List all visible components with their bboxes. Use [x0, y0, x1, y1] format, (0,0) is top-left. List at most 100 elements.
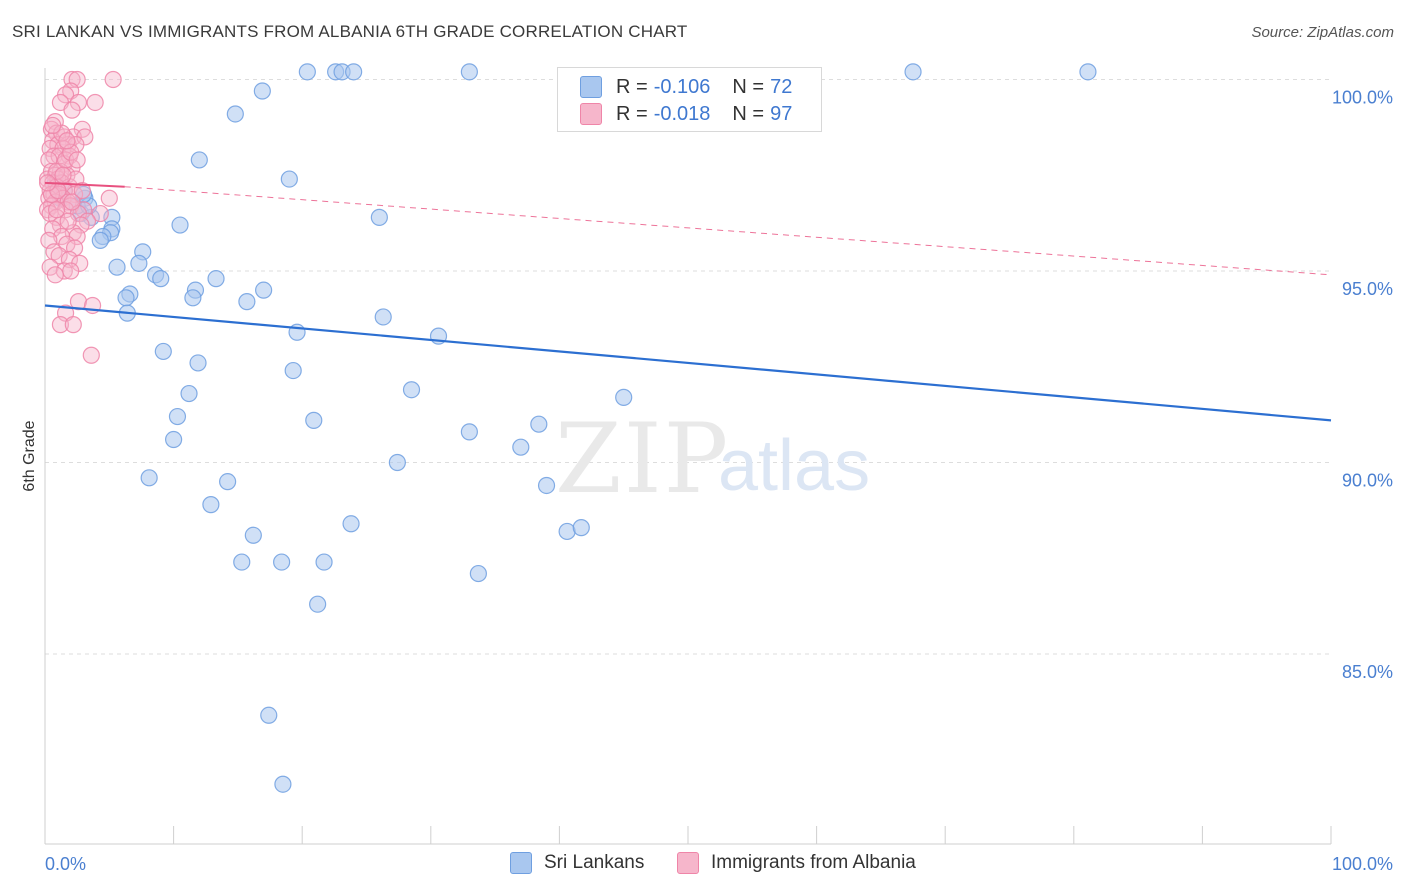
x-tick-label: 0.0% [45, 854, 86, 874]
watermark-atlas: atlas [718, 426, 870, 506]
point-sri-lankan [374, 308, 392, 326]
legend-swatch-blue [580, 76, 602, 98]
point-sri-lankan [180, 384, 198, 403]
point-albania [82, 346, 100, 364]
point-sri-lankan [108, 258, 126, 276]
legend-n-label: N = [732, 102, 765, 125]
point-sri-lankan [342, 515, 360, 533]
legend-n-value: 72 [770, 75, 793, 98]
point-albania [91, 204, 109, 223]
point-albania [47, 201, 66, 219]
point-sri-lankan [168, 407, 187, 426]
point-sri-lankan [512, 438, 530, 456]
point-sri-lankan [572, 519, 590, 537]
point-albania [69, 293, 88, 311]
watermark: ZIP atlas [555, 403, 870, 515]
point-albania [59, 212, 77, 230]
point-sri-lankan [345, 63, 363, 81]
point-albania [73, 181, 91, 200]
point-sri-lankan [184, 289, 202, 307]
point-albania [58, 132, 76, 150]
point-sri-lankan [388, 453, 406, 472]
point-sri-lankan [280, 170, 298, 188]
series-swatch-pink [677, 852, 699, 874]
point-sri-lankan [460, 423, 478, 441]
point-albania [50, 247, 68, 265]
source-label: Source: ZipAtlas.com [1251, 24, 1394, 41]
y-axis-label: 6th Grade [21, 420, 38, 491]
series-swatch-blue [510, 852, 532, 874]
legend-n-label: N = [732, 75, 765, 98]
x-tick-label: 100.0% [1332, 854, 1393, 874]
series-legend-albania[interactable]: Immigrants from Albania [677, 852, 916, 874]
point-albania [51, 316, 70, 334]
point-sri-lankan [219, 473, 237, 491]
y-tick-label: 100.0% [1332, 88, 1393, 108]
label-layer: 100.0% 95.0% 90.0% 85.0% 0.0% 100.0% 6th Grade [21, 88, 1393, 875]
series-legend: Sri Lankans Immigrants from Albania [0, 852, 1406, 878]
trend-line-sri-lankans [44, 304, 1332, 422]
point-sri-lankan [260, 706, 278, 724]
point-sri-lankan [1079, 63, 1097, 81]
point-sri-lankan [284, 361, 302, 380]
legend-swatch-pink [580, 103, 602, 125]
point-sri-lankan [537, 476, 556, 495]
chart-title: SRI LANKAN VS IMMIGRANTS FROM ALBANIA 6T… [12, 22, 688, 41]
trend-line-albania-solid [44, 181, 125, 188]
point-sri-lankan [202, 496, 220, 514]
point-sri-lankan [233, 553, 251, 571]
point-sri-lankan [309, 595, 327, 613]
watermark-zip: ZIP [555, 403, 730, 515]
point-sri-lankan [530, 415, 548, 433]
point-albania [64, 316, 82, 334]
point-sri-lankan [226, 105, 244, 123]
legend-r-value: -0.018 [653, 102, 711, 125]
point-sri-lankan [154, 342, 172, 361]
point-albania [46, 266, 64, 284]
y-tick-label: 95.0% [1342, 279, 1393, 299]
point-sri-lankan [189, 354, 207, 372]
point-sri-lankan [152, 270, 170, 288]
legend-r-label: R = [616, 75, 648, 98]
point-albania [55, 262, 73, 280]
legend-row-sri-lankans: R = -0.106 N = 72 [580, 75, 792, 99]
point-sri-lankan [130, 254, 148, 272]
point-sri-lankan [244, 526, 262, 544]
series-legend-label: Immigrants from Albania [711, 852, 916, 873]
point-sri-lankan [370, 208, 388, 226]
point-sri-lankan [273, 553, 291, 571]
point-sri-lankan [298, 63, 316, 81]
series-legend-sri-lankans[interactable]: Sri Lankans [510, 852, 644, 874]
point-sri-lankan [469, 564, 487, 583]
y-tick-label: 85.0% [1342, 662, 1393, 682]
correlation-legend: R = -0.106 N = 72 R = -0.018 N = 97 [557, 67, 822, 132]
point-sri-lankan [460, 63, 478, 81]
point-sri-lankan [117, 289, 135, 307]
point-sri-lankan [165, 430, 183, 449]
points-layer [38, 63, 1097, 793]
point-sri-lankan [207, 270, 225, 288]
point-sri-lankan [315, 553, 333, 571]
point-albania [100, 189, 118, 207]
point-sri-lankan [402, 381, 421, 399]
trend-layer [44, 181, 1332, 422]
legend-row-albania: R = -0.018 N = 97 [580, 102, 792, 126]
point-albania [54, 166, 72, 184]
legend-n-value: 97 [770, 102, 793, 125]
legend-r-value: -0.106 [653, 75, 711, 98]
point-sri-lankan [190, 151, 208, 169]
series-legend-label: Sri Lankans [544, 852, 645, 873]
legend-r-label: R = [616, 102, 648, 125]
y-tick-label: 90.0% [1342, 471, 1393, 491]
point-sri-lankan [904, 63, 922, 81]
point-sri-lankan [255, 281, 273, 299]
point-albania [62, 262, 80, 280]
point-albania [63, 193, 81, 211]
point-albania [104, 70, 122, 89]
point-sri-lankan [305, 411, 323, 429]
point-sri-lankan [253, 82, 271, 100]
point-sri-lankan [171, 216, 189, 234]
point-albania [86, 93, 104, 112]
trend-line-albania-dashed [124, 186, 1332, 276]
